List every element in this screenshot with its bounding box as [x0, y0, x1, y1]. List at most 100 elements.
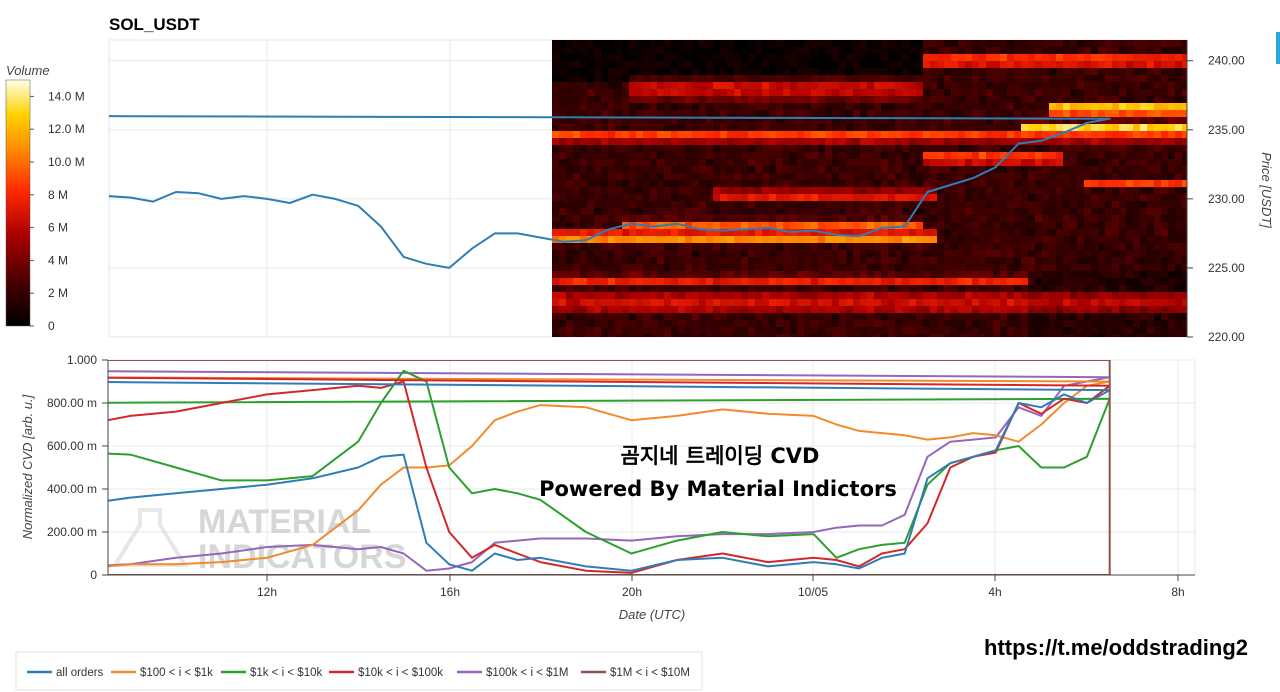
- heatmap-cell: [853, 40, 861, 48]
- heatmap-cell: [601, 159, 609, 167]
- heatmap-cell: [818, 306, 826, 314]
- heatmap-cell: [776, 292, 784, 300]
- heatmap-cell: [573, 278, 581, 286]
- heatmap-cell: [671, 334, 679, 337]
- heatmap-cell: [1154, 334, 1162, 337]
- heatmap-cell: [748, 257, 756, 265]
- heatmap-cell: [895, 103, 903, 111]
- heatmap-cell: [867, 327, 875, 335]
- heatmap-cell: [1112, 89, 1120, 97]
- heatmap-cell: [1091, 173, 1099, 181]
- heatmap-cell: [783, 334, 791, 337]
- heatmap-cell: [979, 75, 987, 83]
- heatmap-cell: [1133, 40, 1141, 48]
- heatmap-cell: [622, 103, 630, 111]
- heatmap-cell: [615, 285, 623, 293]
- heatmap-cell: [804, 124, 812, 132]
- heatmap-cell: [573, 138, 581, 146]
- heatmap-cell: [580, 187, 588, 195]
- heatmap-cell: [594, 117, 602, 125]
- heatmap-cell: [1000, 278, 1008, 286]
- heatmap-cell: [678, 61, 686, 69]
- heatmap-cell: [629, 285, 637, 293]
- heatmap-cell: [650, 250, 658, 258]
- heatmap-cell: [937, 159, 945, 167]
- heatmap-cell: [993, 180, 1001, 188]
- heatmap-cell: [1133, 75, 1141, 83]
- heatmap-cell: [1112, 40, 1120, 48]
- heatmap-cell: [1028, 222, 1036, 230]
- heatmap-cell: [937, 82, 945, 90]
- heatmap-cell: [769, 243, 777, 251]
- heatmap-cell: [552, 180, 560, 188]
- heatmap-cell: [853, 215, 861, 223]
- heatmap-cell: [629, 110, 637, 118]
- heatmap-cell: [979, 180, 987, 188]
- heatmap-cell: [601, 138, 609, 146]
- heatmap-cell: [944, 222, 952, 230]
- heatmap-cell: [783, 271, 791, 279]
- heatmap-cell: [853, 320, 861, 328]
- heatmap-cell: [1084, 117, 1092, 125]
- heatmap-cell: [1007, 180, 1015, 188]
- heatmap-cell: [951, 201, 959, 209]
- heatmap-cell: [587, 68, 595, 76]
- telegram-link[interactable]: https://t.me/oddstrading2: [984, 635, 1248, 660]
- heatmap-cell: [916, 327, 924, 335]
- heatmap-cell: [804, 306, 812, 314]
- heatmap-cell: [1042, 180, 1050, 188]
- heatmap-cell: [993, 82, 1001, 90]
- heatmap-cell: [1140, 145, 1148, 153]
- heatmap-cell: [1140, 222, 1148, 230]
- heatmap-cell: [762, 229, 770, 237]
- heatmap-cell: [559, 110, 567, 118]
- heatmap-cell: [636, 306, 644, 314]
- heatmap-cell: [825, 89, 833, 97]
- heatmap-cell: [1070, 47, 1078, 55]
- heatmap-cell: [888, 299, 896, 307]
- heatmap-cell: [1014, 250, 1022, 258]
- heatmap-cell: [1098, 236, 1106, 244]
- heatmap-cell: [1175, 257, 1183, 265]
- heatmap-cell: [601, 124, 609, 132]
- heatmap-cell: [643, 124, 651, 132]
- heatmap-cell: [1154, 117, 1162, 125]
- heatmap-cell: [1077, 271, 1085, 279]
- heatmap-cell: [923, 117, 931, 125]
- heatmap-cell: [1119, 222, 1127, 230]
- heatmap-cell: [1140, 229, 1148, 237]
- heatmap-cell: [755, 278, 763, 286]
- heatmap-cell: [629, 117, 637, 125]
- heatmap-cell: [678, 47, 686, 55]
- heatmap-cell: [1077, 278, 1085, 286]
- heatmap-cell: [1084, 320, 1092, 328]
- heatmap-cell: [608, 54, 616, 62]
- heatmap-cell: [629, 201, 637, 209]
- heatmap-cell: [594, 75, 602, 83]
- heatmap-cell: [1042, 278, 1050, 286]
- heatmap-cell: [1105, 187, 1113, 195]
- heatmap-cell: [1112, 152, 1120, 160]
- heatmap-cell: [958, 313, 966, 321]
- heatmap-cell: [594, 334, 602, 337]
- heatmap-cell: [1084, 54, 1092, 62]
- heatmap-cell: [734, 61, 742, 69]
- heatmap-cell: [1028, 285, 1036, 293]
- heatmap-cell: [979, 159, 987, 167]
- heatmap-cell: [671, 131, 679, 139]
- heatmap-cell: [937, 117, 945, 125]
- heatmap-cell: [825, 61, 833, 69]
- heatmap-cell: [713, 103, 721, 111]
- heatmap-cell: [1077, 82, 1085, 90]
- heatmap-cell: [993, 187, 1001, 195]
- heatmap-cell: [643, 40, 651, 48]
- heatmap-cell: [1126, 208, 1134, 216]
- heatmap-cell: [741, 250, 749, 258]
- heatmap-cell: [846, 285, 854, 293]
- heatmap-cell: [769, 236, 777, 244]
- heatmap-cell: [846, 313, 854, 321]
- heatmap-cell: [664, 299, 672, 307]
- heatmap-cell: [902, 278, 910, 286]
- heatmap-cell: [594, 173, 602, 181]
- heatmap-cell: [1000, 215, 1008, 223]
